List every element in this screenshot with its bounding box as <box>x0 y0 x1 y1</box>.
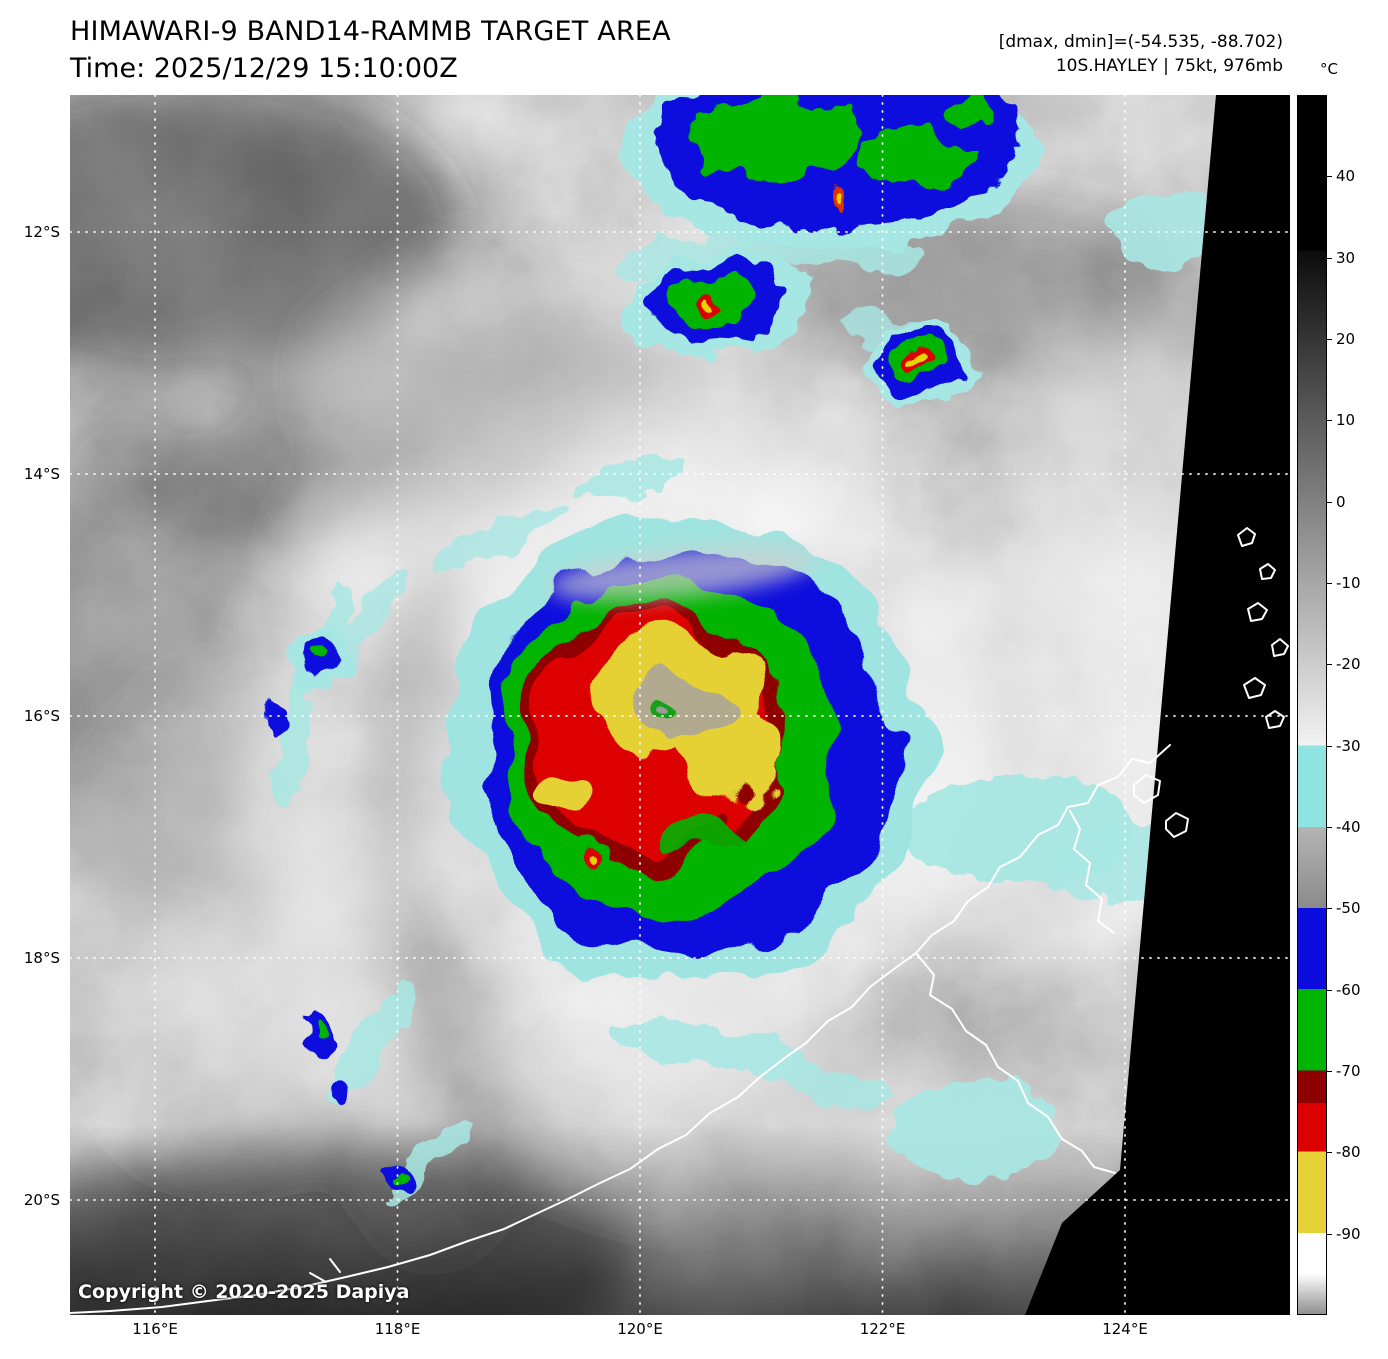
colorbar-tick-label: -40 <box>1327 818 1361 836</box>
time-label: Time: 2025/12/29 15:10:00Z <box>70 53 458 84</box>
x-axis-tick-label: 118°E <box>374 1320 421 1338</box>
y-axis-tick-label: 18°S <box>23 949 60 967</box>
satellite-image <box>70 95 1290 1315</box>
colorbar-tick-label: 20 <box>1326 330 1356 348</box>
colorbar-tick-label: -80 <box>1327 1143 1361 1162</box>
x-axis-tick-label: 120°E <box>617 1320 663 1338</box>
colorbar-gradient <box>1298 96 1326 1314</box>
dry-slot-streak <box>547 545 817 601</box>
y-axis: 12°S 14°S 16°S 18°S 20°S <box>0 95 64 1315</box>
grid-layer <box>70 95 1290 1315</box>
colorbar-tick-label: -20 <box>1327 655 1361 674</box>
x-axis-tick-label: 122°E <box>859 1320 906 1338</box>
colorbar-tick-label: -60 <box>1327 980 1361 999</box>
colorbar-unit-label: °C <box>1320 60 1338 78</box>
x-axis-tick-label: 124°E <box>1102 1320 1148 1338</box>
colorbar-tick-label: 40 <box>1326 167 1356 186</box>
copyright-label: Copyright © 2020-2025 Dapiya <box>78 1281 410 1303</box>
colorbar-tick-label: 0 <box>1327 492 1346 511</box>
scan-edge-black-region <box>1025 95 1290 1315</box>
colorbar-tick-label: -90 <box>1327 1224 1361 1243</box>
coastline <box>70 527 1289 1314</box>
dmax-dmin-label: [dmax, dmin]=(-54.535, -88.702) <box>998 32 1283 52</box>
y-axis-tick-label: 14°S <box>23 465 60 483</box>
x-axis-tick-label: 116°E <box>132 1320 178 1338</box>
y-axis-tick-label: 12°S <box>23 223 60 241</box>
x-axis: 116°E 118°E 120°E 122°E 124°E <box>70 1320 1290 1344</box>
colorbar <box>1297 95 1327 1315</box>
map-area <box>70 95 1290 1315</box>
colorbar-tick-label: 30 <box>1326 248 1356 267</box>
colorbar-tick-label: -70 <box>1327 1062 1361 1080</box>
colorbar-ticks: 40 30 20 10 0 -10 -20 -30 -40 -50 -60 -70 -80 -90 <box>1326 95 1388 1315</box>
y-axis-tick-label: 20°S <box>23 1191 60 1209</box>
north-convection-cells <box>622 95 1038 403</box>
colorbar-tick-label: -10 <box>1327 574 1361 592</box>
colorbar-tick-label: -50 <box>1327 899 1361 918</box>
page-title: HIMAWARI-9 BAND14-RAMMB TARGET AREA <box>70 16 671 47</box>
storm-info-label: 10S.HAYLEY | 75kt, 976mb <box>1055 56 1283 76</box>
colorbar-tick-label: -30 <box>1327 736 1361 755</box>
rainband-cells <box>263 630 410 1195</box>
info-block: [dmax, dmin]=(-54.535, -88.702) 10S.HAYL… <box>999 30 1283 78</box>
colorbar-tick-label: 10 <box>1326 411 1356 430</box>
cyclone-core <box>445 519 925 987</box>
y-axis-tick-label: 16°S <box>23 707 60 725</box>
